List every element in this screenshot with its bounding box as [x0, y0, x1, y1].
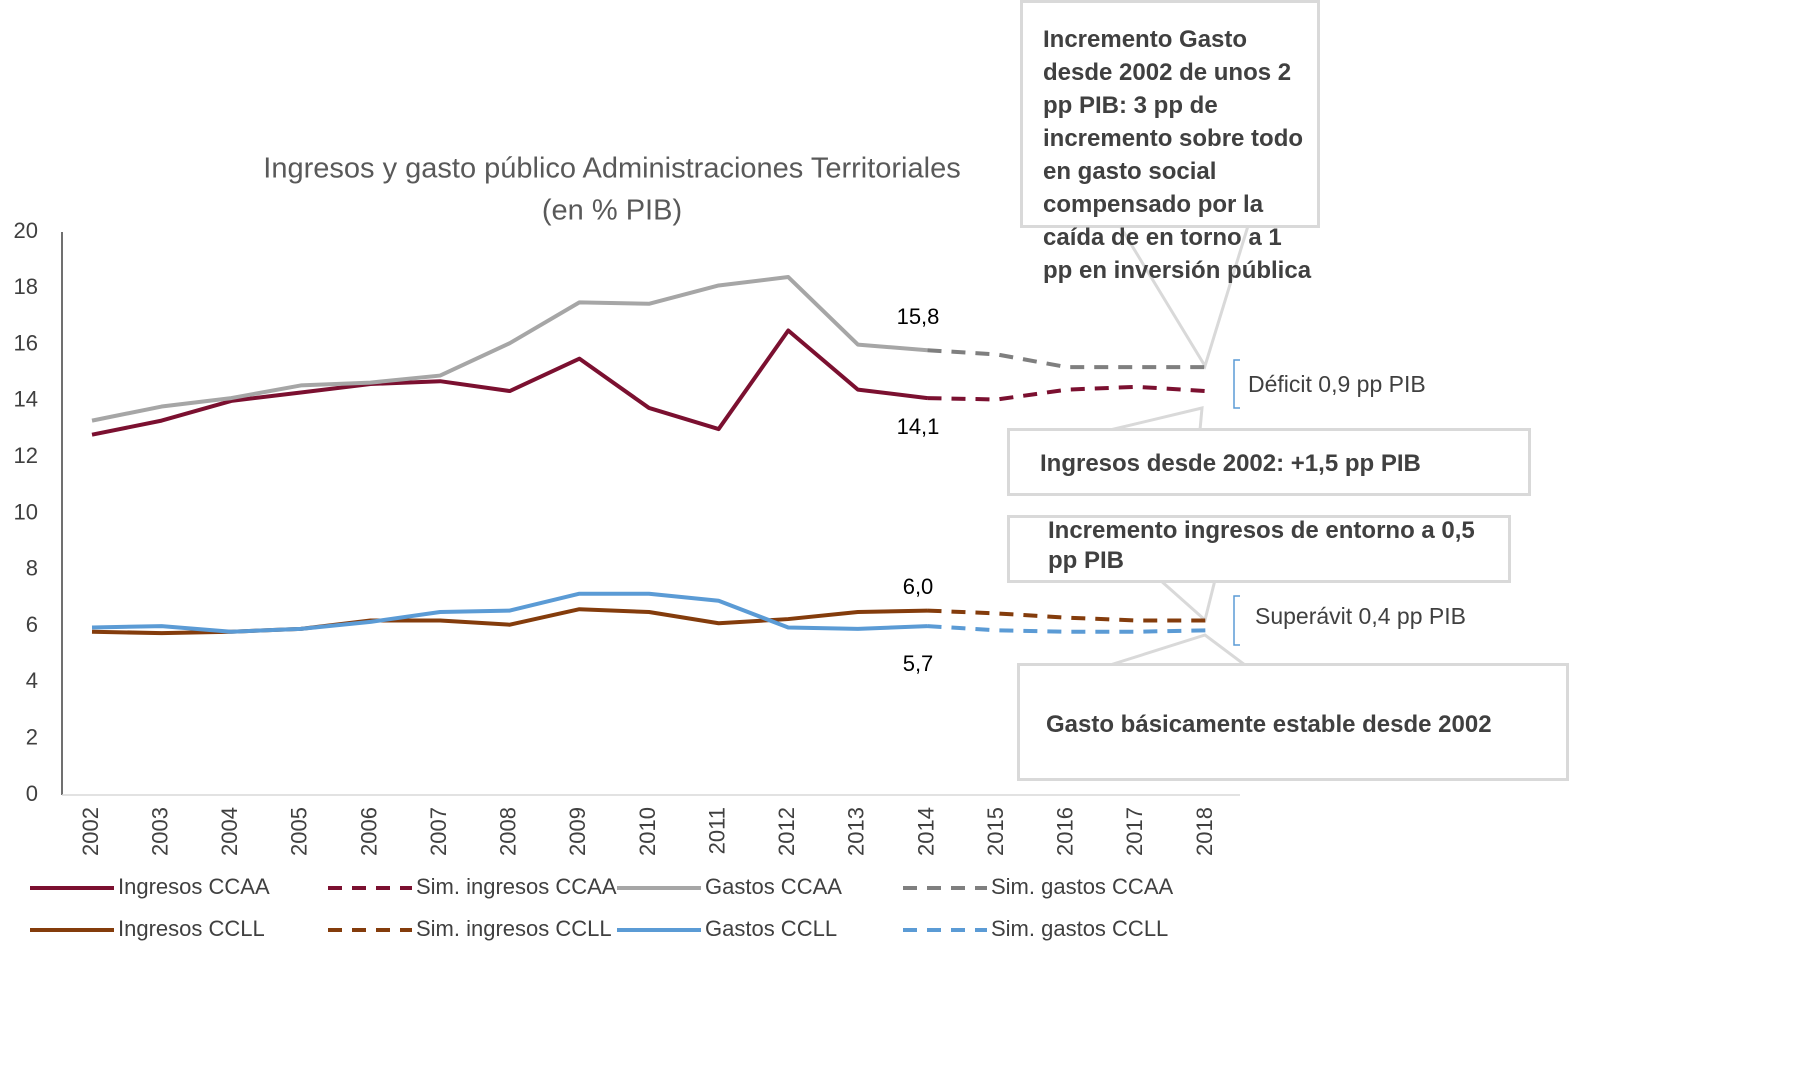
bracket	[1233, 359, 1240, 409]
y-tick-label: 16	[14, 330, 38, 355]
y-tick-label: 4	[26, 668, 38, 693]
x-tick-label: 2018	[1192, 807, 1217, 856]
chart-title: Ingresos y gasto público Administracione…	[263, 153, 960, 185]
x-tick-label: 2011	[704, 807, 729, 854]
series-line	[91, 591, 928, 634]
legend-label: Sim. gastos CCLL	[991, 916, 1168, 941]
series-line	[927, 348, 1206, 370]
x-tick-label: 2003	[147, 807, 172, 856]
y-tick-label: 10	[14, 499, 38, 524]
y-tick-label: 0	[26, 781, 38, 806]
x-tick-label: 2004	[217, 807, 242, 856]
annotation: 5,7	[903, 651, 934, 676]
callout-text: Incremento Gasto desde 2002 de unos 2 pp…	[1043, 26, 1312, 284]
callout-box: Ingresos desde 2002: +1,5 pp PIB	[1007, 428, 1531, 496]
x-tick-label: 2007	[426, 807, 451, 856]
callout-box: Incremento ingresos de entorno a 0,5 pp …	[1007, 515, 1511, 583]
callout-text: Incremento ingresos de entorno a 0,5 pp …	[1048, 517, 1475, 574]
x-tick-label: 2015	[983, 807, 1008, 856]
bracket	[1233, 595, 1240, 646]
legend-label: Ingresos CCLL	[118, 916, 265, 941]
x-tick-label: 2012	[774, 807, 799, 856]
annotation: 6,0	[903, 574, 934, 599]
series-line	[927, 624, 1207, 634]
legend-label: Gastos CCLL	[705, 916, 837, 941]
y-tick-label: 20	[14, 218, 38, 243]
x-tick-label: 2008	[496, 807, 521, 856]
y-tick-label: 14	[14, 387, 38, 412]
callout-pointer	[1109, 406, 1204, 432]
x-tick-label: 2013	[844, 807, 869, 856]
chart-subtitle: (en % PIB)	[542, 195, 682, 227]
x-tick-label: 2005	[287, 807, 312, 856]
x-tick-label: 2016	[1053, 807, 1078, 856]
x-tick-label: 2010	[635, 807, 660, 856]
legend-label: Gastos CCAA	[705, 874, 842, 899]
callout-box: Incremento Gasto desde 2002 de unos 2 pp…	[1020, 0, 1320, 284]
annotation: Déficit 0,9 pp PIB	[1248, 371, 1426, 397]
legend-label: Ingresos CCAA	[118, 874, 270, 899]
annotation: 14,1	[897, 414, 940, 439]
callout-pointer	[1109, 633, 1250, 667]
y-tick-label: 8	[26, 556, 38, 581]
annotation: 15,8	[897, 304, 940, 329]
y-tick-label: 18	[14, 274, 38, 299]
x-tick-label: 2006	[356, 807, 381, 856]
x-tick-label: 2009	[565, 807, 590, 856]
callout-text: Ingresos desde 2002: +1,5 pp PIB	[1040, 450, 1421, 477]
y-tick-label: 6	[26, 612, 38, 637]
x-tick-label: 2014	[913, 807, 938, 856]
series-line	[927, 384, 1207, 402]
x-tick-label: 2017	[1122, 807, 1147, 856]
callout-text: Gasto básicamente estable desde 2002	[1046, 711, 1492, 738]
annotation: Superávit 0,4 pp PIB	[1255, 603, 1466, 629]
series-line	[91, 328, 928, 437]
series-line	[927, 608, 1206, 623]
legend-label: Sim. gastos CCAA	[991, 874, 1173, 899]
legend-label: Sim. ingresos CCLL	[416, 916, 612, 941]
y-tick-label: 12	[14, 443, 38, 468]
callout-box: Gasto básicamente estable desde 2002	[1017, 663, 1569, 781]
series-line	[91, 275, 928, 423]
x-tick-label: 2002	[78, 807, 103, 856]
callout-pointer	[1156, 578, 1217, 623]
legend-label: Sim. ingresos CCAA	[416, 874, 617, 899]
y-tick-label: 2	[26, 725, 38, 750]
